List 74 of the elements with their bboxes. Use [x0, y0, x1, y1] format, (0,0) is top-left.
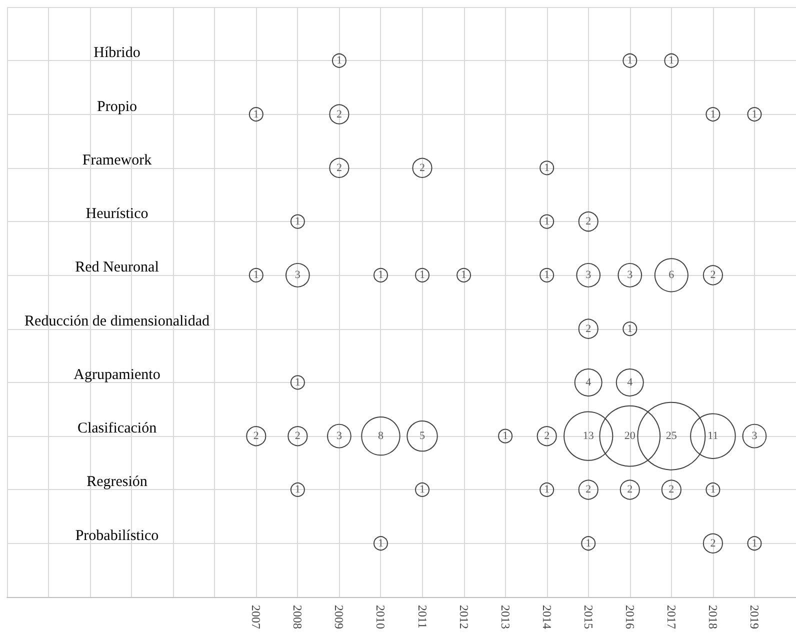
- data-label: 1: [544, 216, 550, 228]
- data-label: 2: [710, 537, 716, 550]
- data-label: 2: [668, 484, 674, 496]
- y-tick-label: Propio: [96, 98, 138, 115]
- y-tick-label: Probabilístico: [75, 528, 159, 544]
- x-tick-label: 2014: [540, 605, 554, 629]
- y-tick-label: Agrupamiento: [74, 366, 160, 383]
- data-label: 3: [586, 269, 592, 282]
- data-label: 1: [544, 269, 550, 282]
- data-label: 1: [420, 269, 426, 282]
- data-label: 2: [253, 430, 259, 442]
- x-tick-label: 2016: [622, 605, 637, 629]
- x-tick-label: 2013: [498, 605, 512, 629]
- y-tick-label: Framework: [82, 152, 152, 168]
- data-label: 20: [624, 430, 636, 442]
- data-label: 2: [586, 322, 592, 335]
- x-tick-label: 2017: [664, 605, 678, 629]
- x-tick-label: 2019: [747, 605, 762, 629]
- data-label: 1: [752, 537, 758, 550]
- x-tick-label: 2009: [332, 605, 346, 629]
- data-label: 2: [336, 108, 342, 120]
- y-tick-label: Clasificación: [77, 420, 158, 437]
- data-label: 1: [378, 269, 384, 282]
- data-label: 1: [378, 537, 384, 550]
- data-label: 1: [420, 484, 426, 496]
- data-label: 1: [253, 269, 259, 282]
- data-label: 2: [420, 162, 426, 174]
- data-label: 1: [627, 322, 633, 335]
- data-label: 2: [586, 484, 592, 496]
- data-label: 1: [668, 54, 674, 67]
- data-label: 2: [336, 162, 342, 174]
- data-label: 1: [294, 484, 300, 496]
- data-label: 2: [544, 430, 550, 442]
- data-label: 1: [544, 484, 550, 496]
- data-label: 6: [668, 269, 675, 282]
- data-label: 2: [294, 430, 300, 442]
- data-label: 11: [708, 430, 718, 442]
- data-label: 25: [666, 430, 678, 442]
- x-tick-label: 2015: [581, 605, 596, 629]
- data-label: 4: [586, 376, 592, 388]
- data-label: 1: [544, 162, 550, 174]
- data-label: 13: [582, 430, 594, 442]
- data-label: 1: [710, 484, 716, 496]
- data-label: 3: [336, 430, 342, 442]
- y-tick-label: Reducción de dimensionalidad: [24, 313, 210, 330]
- data-label: 1: [752, 108, 758, 120]
- data-label: 1: [502, 430, 508, 442]
- x-tick-label: 2008: [290, 605, 305, 629]
- data-label: 2: [586, 216, 592, 228]
- data-label: 1: [294, 376, 300, 388]
- x-tick-label: 2011: [415, 605, 430, 629]
- data-label: 1: [461, 269, 467, 282]
- data-label: 1: [586, 537, 592, 550]
- data-label: 4: [627, 376, 634, 388]
- y-tick-label: Híbrido: [94, 45, 140, 62]
- y-tick-label: Red Neuronal: [75, 260, 159, 276]
- data-label: 5: [420, 430, 426, 442]
- data-label: 1: [294, 216, 300, 228]
- data-label: 2: [710, 269, 716, 282]
- x-tick-label: 2007: [249, 605, 264, 629]
- data-label: 2: [627, 484, 633, 496]
- x-tick-label: 2018: [706, 605, 720, 629]
- data-label: 3: [627, 269, 634, 282]
- data-label: 3: [294, 269, 301, 282]
- data-label: 3: [752, 430, 758, 442]
- data-label: 8: [378, 430, 384, 442]
- x-tick-label: 2012: [456, 605, 471, 629]
- data-label: 1: [627, 54, 633, 67]
- y-tick-label: Heurístico: [86, 206, 148, 222]
- y-tick-label: Regresión: [86, 474, 148, 490]
- data-label: 1: [253, 108, 259, 120]
- data-label: 1: [336, 54, 342, 67]
- x-tick-label: 2010: [374, 605, 388, 629]
- data-label: 1: [710, 108, 716, 120]
